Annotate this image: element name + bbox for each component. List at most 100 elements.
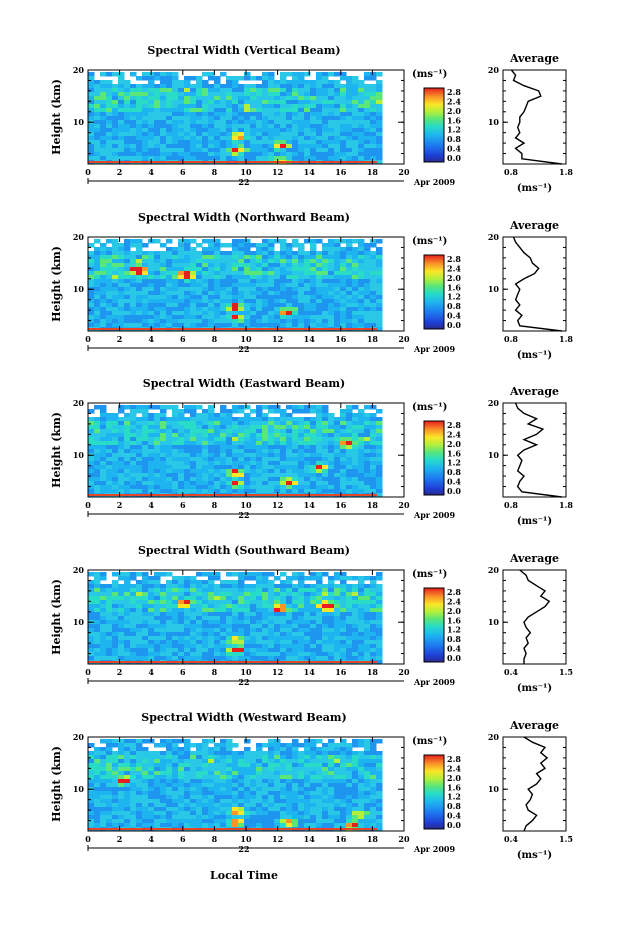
heatmap-cell (238, 136, 245, 141)
heatmap-cell (370, 743, 377, 748)
heatmap-cell (292, 291, 299, 296)
heatmap-cell (280, 116, 287, 121)
heatmap-cell (286, 112, 293, 117)
heatmap-cell (88, 108, 95, 113)
heatmap-cell (370, 287, 377, 292)
heatmap-cell (124, 457, 131, 462)
heatmap-cell (130, 485, 137, 490)
heatmap-cell (316, 441, 323, 446)
heatmap-cell (208, 76, 215, 81)
heatmap-cell (148, 136, 155, 141)
heatmap-cell (106, 291, 113, 296)
heatmap-cell (232, 84, 239, 89)
heatmap-cell (88, 469, 95, 474)
heatmap-cell (280, 489, 287, 494)
heatmap-cell (184, 652, 191, 657)
heatmap-cell (352, 112, 359, 117)
heatmap-cell (274, 751, 281, 756)
heatmap-cell (196, 644, 203, 649)
heatmap-cell (322, 433, 329, 438)
heatmap-cell (136, 751, 143, 756)
heatmap-cell (130, 72, 137, 77)
heatmap-cell (256, 104, 263, 109)
heatmap-cell (112, 140, 119, 145)
heatmap-cell (184, 140, 191, 145)
heatmap-cell (142, 72, 149, 77)
heatmap-cell (172, 481, 179, 486)
heatmap-cell (352, 259, 359, 264)
heatmap-cell (358, 112, 365, 117)
heatmap-cell (172, 759, 179, 764)
heatmap-cell (274, 616, 281, 621)
heatmap-cell (184, 303, 191, 308)
heatmap-cell (322, 92, 329, 97)
average-line (519, 569, 551, 664)
heatmap-cell (94, 259, 101, 264)
heatmap-cell (88, 132, 95, 137)
heatmap-cell (298, 311, 305, 316)
heatmap-cell (112, 751, 119, 756)
heatmap-cell (148, 616, 155, 621)
heatmap-cell (214, 624, 221, 629)
heatmap-cell (112, 116, 119, 121)
heatmap-cell (106, 303, 113, 308)
heatmap-cell (160, 84, 167, 89)
heatmap-cell (376, 437, 383, 442)
heatmap-cell (358, 92, 365, 97)
heatmap-cell (136, 311, 143, 316)
heatmap-cell (130, 608, 137, 613)
heatmap-cell (160, 132, 167, 137)
heatmap-cell (376, 755, 383, 760)
heatmap-cell (196, 453, 203, 458)
heatmap-cell (160, 255, 167, 260)
heatmap-cell (292, 279, 299, 284)
heatmap-cell (190, 604, 197, 609)
heatmap-cell (244, 461, 251, 466)
heatmap-cell (340, 429, 347, 434)
heatmap-cell (340, 259, 347, 264)
heatmap-cell (232, 616, 239, 621)
heatmap-cell (304, 465, 311, 470)
heatmap-cell (226, 592, 233, 597)
heatmap-cell (244, 405, 251, 410)
heatmap-cell (190, 104, 197, 109)
heatmap-cell (94, 247, 101, 252)
heatmap-cell (310, 323, 317, 328)
heatmap-cell (136, 457, 143, 462)
heatmap-cell (286, 96, 293, 101)
heatmap-cell (292, 600, 299, 605)
heatmap-cell (142, 588, 149, 593)
heatmap-cell (130, 457, 137, 462)
heatmap-cell (88, 323, 95, 328)
heatmap-cell (106, 656, 113, 661)
heatmap-cell (148, 319, 155, 324)
heatmap-cell (124, 279, 131, 284)
heatmap-cell (166, 457, 173, 462)
heatmap-cell (166, 640, 173, 645)
heatmap-cell (322, 84, 329, 89)
heatmap-cell (106, 307, 113, 312)
heatmap-cell (346, 743, 353, 748)
heatmap-cell (292, 136, 299, 141)
heatmap-cell (196, 112, 203, 117)
heatmap-cell (304, 652, 311, 657)
heatmap-cell (118, 596, 125, 601)
heatmap-cell (100, 116, 107, 121)
heatmap-cell (190, 247, 197, 252)
colorbar-tick-label: 1.2 (447, 458, 461, 468)
heatmap-cell (130, 656, 137, 661)
heatmap-cell (160, 620, 167, 625)
heatmap-cell (232, 132, 239, 137)
heatmap-cell (160, 311, 167, 316)
heatmap-cell (316, 311, 323, 316)
panel-2: Spectral Width (Northward Beam)1020Heigh… (50, 211, 573, 361)
heatmap-cell (112, 612, 119, 617)
heatmap-cell (124, 445, 131, 450)
heatmap-cell (370, 72, 377, 77)
heatmap-cell (136, 759, 143, 764)
heatmap-cell (160, 283, 167, 288)
heatmap-cell (88, 588, 95, 593)
heatmap-cell (376, 295, 383, 300)
heatmap-cell (250, 112, 257, 117)
heatmap-cell (244, 636, 251, 641)
